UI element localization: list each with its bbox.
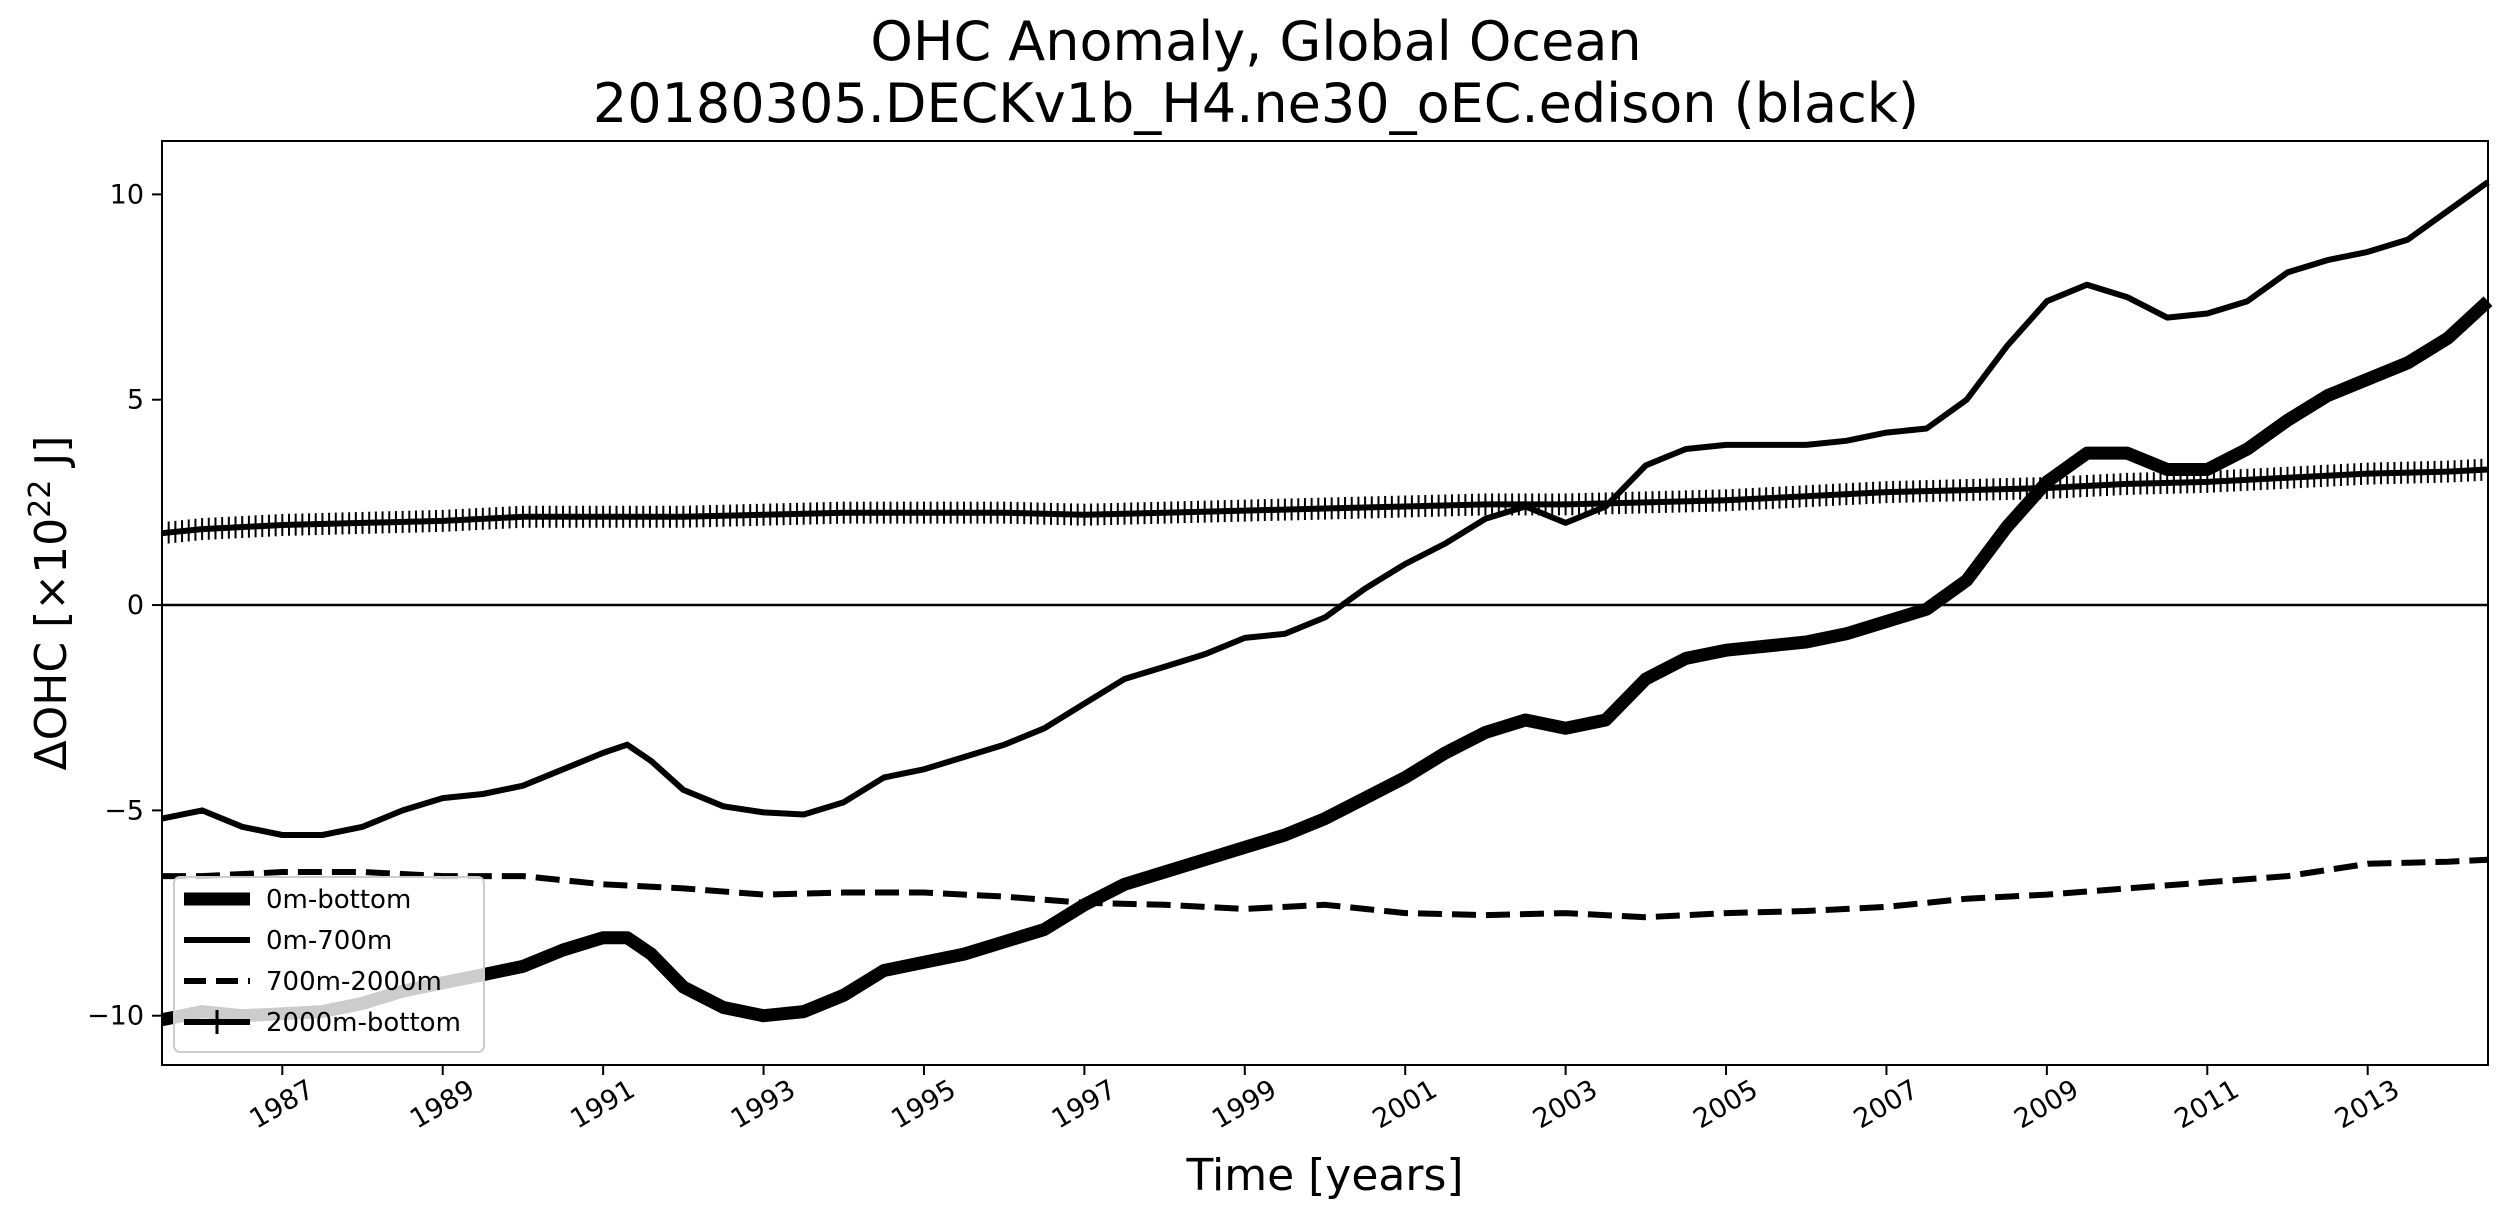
legend: 0m-bottom 0m-700m 700m-2000m 2000m-botto… (173, 876, 485, 1053)
legend-label-0m-700m: 0m-700m (266, 926, 392, 956)
legend-label-0m-bottom: 0m-bottom (266, 885, 411, 915)
legend-label-700m-2000m: 700m-2000m (266, 967, 442, 997)
legend-entry-0m-bottom: 0m-bottom (184, 885, 411, 915)
legend-entry-0m-700m: 0m-700m (184, 926, 392, 956)
legend-box (173, 876, 485, 1053)
x-tick-label: 2011 (2170, 1074, 2245, 1135)
y-tick-label: −5 (104, 795, 144, 826)
series-layer (160, 179, 2493, 1027)
series-line-700m-2000m (162, 856, 2489, 921)
x-tick-label: 2003 (1528, 1074, 1603, 1135)
x-tick-label: 2005 (1688, 1074, 1763, 1135)
series-line-0m-bottom (160, 296, 2493, 1027)
x-tick-label: 1999 (1207, 1074, 1282, 1135)
x-tick-label: 1997 (1047, 1074, 1122, 1135)
x-tick-label: 1995 (886, 1074, 961, 1135)
x-tick-label: 1993 (726, 1074, 801, 1135)
chart-title: OHC Anomaly, Global Ocean (870, 10, 1641, 73)
legend-label-2000m-bottom: 2000m-bottom (266, 1008, 461, 1038)
y-axis-label: ΔOHC [×1022 J] (23, 436, 77, 771)
x-tick-label: 1989 (405, 1074, 480, 1135)
plot-frame (161, 140, 2489, 1066)
y-tick-label: 0 (127, 590, 144, 621)
x-tick-label: 2001 (1367, 1074, 1442, 1135)
legend-entry-700m-2000m: 700m-2000m (184, 967, 442, 997)
x-tick-label: 2009 (2009, 1074, 2084, 1135)
x-axis-label: Time [years] (1185, 1150, 1463, 1201)
x-tick-label: 1987 (245, 1074, 320, 1135)
y-tick-label: 5 (127, 385, 144, 416)
y-axis-label-prefix: ΔOHC [×10 (26, 518, 77, 771)
y-tick-label: 10 (110, 179, 144, 210)
y-tick-label: −10 (87, 1001, 144, 1032)
legend-entry-2000m-bottom: 2000m-bottom (184, 1008, 461, 1038)
chart-subtitle: 20180305.DECKv1b_H4.ne30_oEC.edison (bla… (593, 72, 1919, 135)
series-line-0m-700m (161, 179, 2490, 838)
y-axis-label-exponent: 22 (23, 480, 58, 518)
x-tick-label: 2007 (1849, 1074, 1924, 1135)
x-tick-label: 2013 (2330, 1074, 2405, 1135)
x-tick-label: 1991 (565, 1074, 640, 1135)
y-axis-label-suffix: J] (26, 436, 77, 480)
